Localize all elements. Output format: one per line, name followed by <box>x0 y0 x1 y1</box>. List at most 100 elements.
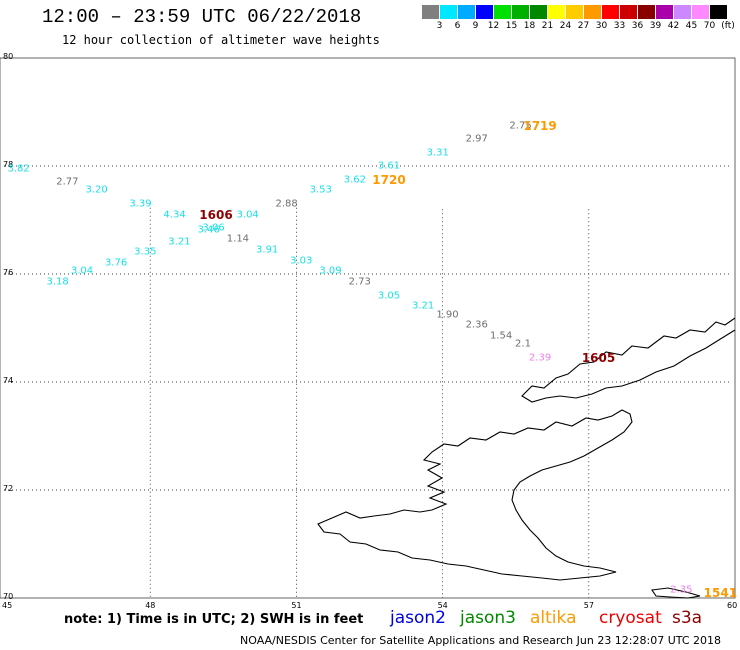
wave-height-value: 3.04 <box>236 209 259 221</box>
wave-height-value: 2.77 <box>56 176 79 188</box>
units-note: note: 1) Time is in UTC; 2) SWH is in fe… <box>64 612 364 627</box>
legend-swatch <box>440 5 457 19</box>
longitude-tick-label: 48 <box>145 601 156 610</box>
longitude-tick-label: 57 <box>583 601 594 610</box>
graticule <box>4 165 732 598</box>
wave-height-value: 2.39 <box>528 352 552 364</box>
pass-time-label: 1605 <box>581 350 616 365</box>
legend-swatch <box>620 5 637 19</box>
wave-height-value: 3.20 <box>85 184 108 196</box>
legend-unit: (ft) <box>721 21 735 31</box>
legend-swatch <box>494 5 511 19</box>
wave-height-value: 2.88 <box>275 198 298 210</box>
legend-label: 18 <box>523 21 536 31</box>
coastline-islet <box>651 587 701 599</box>
latitude-tick-label: 70 <box>3 592 14 601</box>
legend-swatch <box>710 5 727 19</box>
wave-height-value: 2.75 <box>509 120 532 131</box>
novaya-zemlya-coastline <box>317 317 736 599</box>
pass-time-label: 1606 <box>199 207 233 222</box>
legend-swatch <box>692 5 709 19</box>
wave-height-value: 2.73 <box>348 276 371 288</box>
legend-label: 45 <box>685 21 698 31</box>
legend-label: 6 <box>454 21 461 31</box>
credit-footer: NOAA/NESDIS Center for Satellite Applica… <box>240 634 722 647</box>
legend-label: 30 <box>595 21 608 31</box>
wave-height-value: 2.35 <box>670 584 693 596</box>
pass-time-label: 1541 <box>703 585 738 600</box>
pass-time-label: 1720 <box>372 172 406 187</box>
legend-swatch <box>656 5 673 19</box>
page-title: 12:00 – 23:59 UTC 06/22/2018 <box>42 6 362 28</box>
wave-height-value: 3.06 <box>202 222 225 234</box>
longitude-tick-label: 60 <box>727 601 738 610</box>
coastline-south-island <box>317 409 633 581</box>
legend-swatch <box>512 5 529 19</box>
legend-swatch <box>458 5 475 19</box>
wave-height-value: 3.04 <box>70 265 94 277</box>
wave-height-value: 3.31 <box>426 147 449 158</box>
legend-swatch <box>584 5 601 19</box>
latitude-tick-label: 78 <box>3 160 14 169</box>
legend-label: 9 <box>472 21 479 31</box>
legend-label: 3 <box>436 21 443 31</box>
legend-swatch <box>422 5 439 19</box>
wave-height-value: 1.14 <box>226 233 250 245</box>
legend-swatch <box>638 5 655 19</box>
legend-label: 33 <box>613 21 626 31</box>
satellite-key-s3a: s3a <box>672 608 703 628</box>
wave-height-value: 3.91 <box>256 244 279 256</box>
legend-swatch <box>530 5 547 19</box>
wave-height-value: 1.54 <box>489 330 513 342</box>
legend-label: 36 <box>631 21 644 31</box>
latitude-tick-label: 76 <box>3 268 14 277</box>
wave-height-value: 3.35 <box>134 246 157 258</box>
wave-height-value: 3.21 <box>168 236 191 248</box>
legend-label: 15 <box>505 21 518 31</box>
legend-label: 39 <box>649 21 662 31</box>
wave-height-value: 1.90 <box>436 309 459 320</box>
legend-label: 24 <box>559 21 572 31</box>
legend-label: 70 <box>703 21 716 31</box>
wave-height-value: 2.97 <box>465 133 488 145</box>
longitude-tick-label: 54 <box>437 601 448 610</box>
wave-height-value: 2.36 <box>465 319 488 331</box>
longitude-tick-label: 51 <box>291 601 302 610</box>
wave-height-value: 3.39 <box>129 198 152 210</box>
legend-swatch <box>548 5 565 19</box>
wave-height-value: 3.46 <box>197 224 220 236</box>
legend-label: 42 <box>667 21 680 31</box>
legend-label: 27 <box>577 21 590 31</box>
pass-time-label: 1719 <box>523 118 557 133</box>
page-subtitle: 12 hour collection of altimeter wave hei… <box>62 33 380 47</box>
legend-label: 21 <box>541 21 554 31</box>
legend-label: 12 <box>487 21 500 31</box>
wave-height-value: 4.34 <box>163 209 186 221</box>
wave-height-value: 3.76 <box>104 257 128 269</box>
legend-swatch <box>476 5 493 19</box>
wave-height-value: 3.18 <box>46 276 69 288</box>
latitude-tick-label: 74 <box>3 376 14 385</box>
map-frame <box>0 57 736 599</box>
longitude-tick-label: 45 <box>2 601 13 610</box>
satellite-key-jason3: jason3 <box>460 608 516 628</box>
wave-height-value: 3.82 <box>7 163 30 175</box>
latitude-tick-label: 72 <box>3 484 14 493</box>
wave-height-value: 2.1 <box>515 338 531 350</box>
legend-swatch <box>674 5 691 19</box>
coastline-north-island <box>521 317 736 403</box>
wave-height-value: 3.09 <box>319 265 342 277</box>
wave-height-value: 3.61 <box>377 160 401 172</box>
wave-height-value: 3.05 <box>377 290 401 302</box>
wave-height-value: 3.62 <box>343 174 367 185</box>
satellite-key-cryosat: cryosat <box>599 608 662 628</box>
wave-height-value: 3.03 <box>290 255 313 266</box>
legend-swatch <box>602 5 619 19</box>
wave-height-value: 3.53 <box>309 184 332 196</box>
legend-swatch <box>566 5 583 19</box>
wave-height-color-legend: 3 6 9 12 15 18 21 24 27 30 33 36 39 42 45 70 (ft) <box>422 5 735 33</box>
satellite-key-jason2: jason2 <box>390 608 446 628</box>
latitude-tick-label: 80 <box>3 52 14 61</box>
